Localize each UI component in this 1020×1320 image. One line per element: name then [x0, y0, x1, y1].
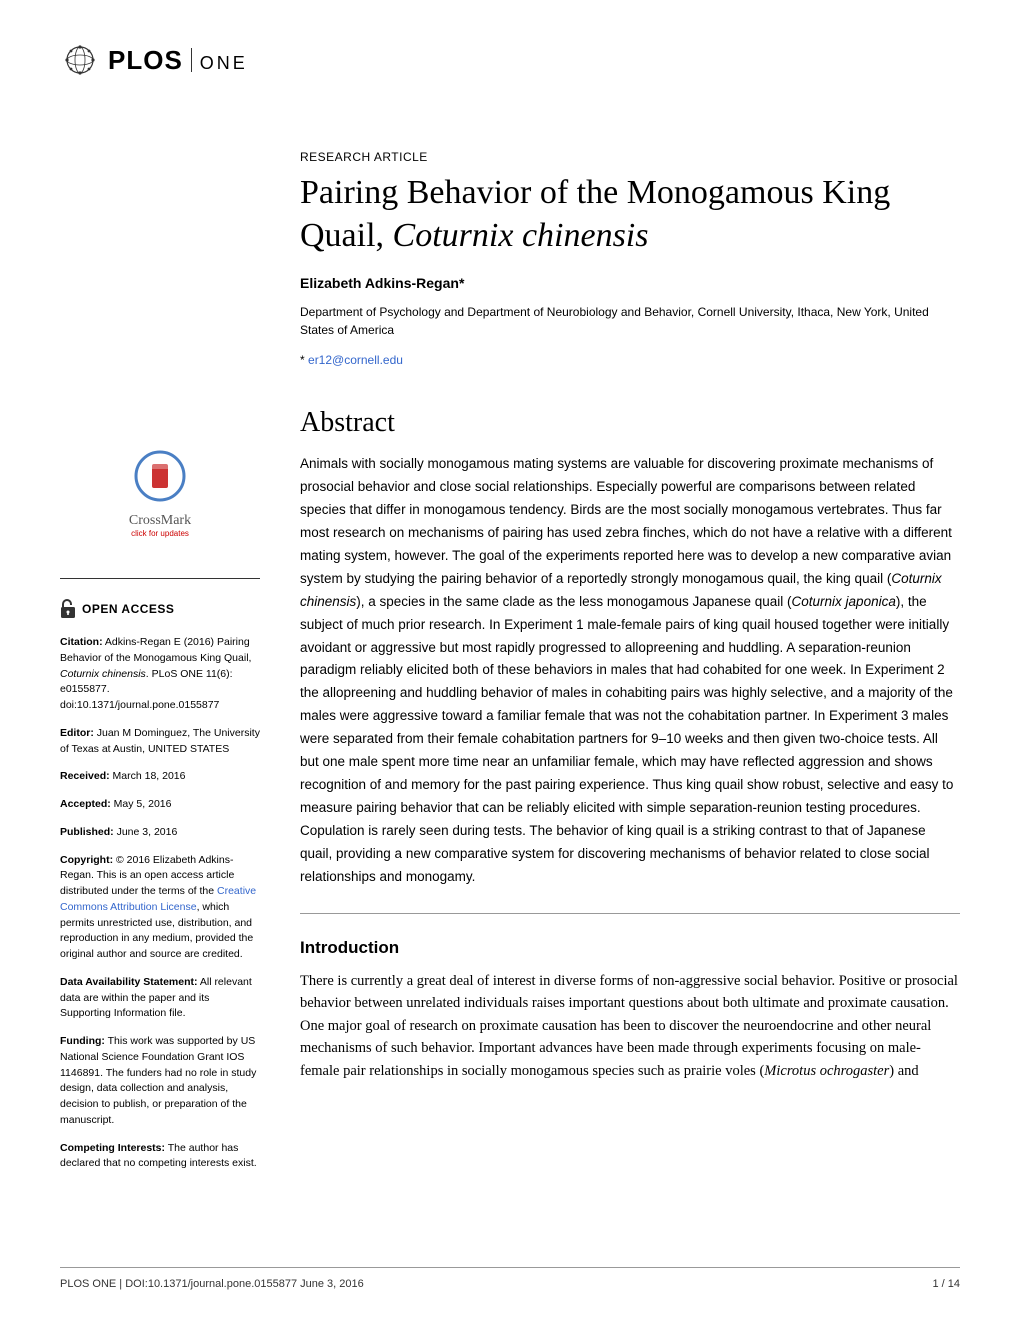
crossmark-sublabel: click for updates	[60, 529, 260, 538]
logo-divider	[191, 48, 192, 72]
editor-block: Editor: Juan M Dominguez, The University…	[60, 726, 260, 758]
received-block: Received: March 18, 2016	[60, 769, 260, 785]
introduction-heading: Introduction	[300, 938, 960, 958]
main-content: RESEARCH ARTICLE Pairing Behavior of the…	[300, 150, 960, 1184]
footer-citation: PLOS ONE | DOI:10.1371/journal.pone.0155…	[60, 1278, 364, 1290]
accepted-block: Accepted: May 5, 2016	[60, 797, 260, 813]
plos-globe-icon	[60, 40, 100, 80]
logo-one-text: ONE	[200, 53, 248, 74]
corresponding-author: * er12@cornell.edu	[300, 353, 960, 367]
competing-interests-block: Competing Interests: The author has decl…	[60, 1141, 260, 1173]
logo-plos-text: PLOS	[108, 45, 183, 76]
citation-block: Citation: Adkins-Regan E (2016) Pairing …	[60, 635, 260, 714]
copyright-block: Copyright: © 2016 Elizabeth Adkins-Regan…	[60, 853, 260, 963]
data-availability-block: Data Availability Statement: All relevan…	[60, 975, 260, 1022]
abstract-divider	[300, 913, 960, 914]
unlock-icon	[60, 599, 76, 619]
crossmark-widget[interactable]: CrossMark click for updates	[60, 450, 260, 538]
abstract-heading: Abstract	[300, 407, 960, 439]
open-access-badge: OPEN ACCESS	[60, 599, 260, 619]
abstract-text: Animals with socially monogamous mating …	[300, 453, 960, 889]
funding-block: Funding: This work was supported by US N…	[60, 1034, 260, 1129]
author-email-link[interactable]: er12@cornell.edu	[308, 353, 403, 367]
affiliation: Department of Psychology and Department …	[300, 303, 960, 339]
funding-label: Funding:	[60, 1035, 105, 1047]
competing-label: Competing Interests:	[60, 1142, 165, 1154]
author-name: Elizabeth Adkins-Regan*	[300, 275, 960, 291]
article-type: RESEARCH ARTICLE	[300, 150, 960, 164]
open-access-label: OPEN ACCESS	[82, 602, 174, 616]
accepted-label: Accepted:	[60, 798, 111, 810]
article-title: Pairing Behavior of the Monogamous King …	[300, 172, 960, 257]
published-block: Published: June 3, 2016	[60, 825, 260, 841]
editor-label: Editor:	[60, 727, 94, 739]
page-number: 1 / 14	[932, 1278, 960, 1290]
received-label: Received:	[60, 770, 110, 782]
data-label: Data Availability Statement:	[60, 976, 198, 988]
crossmark-icon	[134, 450, 186, 502]
sidebar: CrossMark click for updates OPEN ACCESS …	[60, 150, 260, 1184]
citation-label: Citation:	[60, 636, 103, 648]
crossmark-label: CrossMark	[60, 513, 260, 529]
published-label: Published:	[60, 826, 114, 838]
page-footer: PLOS ONE | DOI:10.1371/journal.pone.0155…	[60, 1267, 960, 1290]
copyright-label: Copyright:	[60, 854, 113, 866]
introduction-text: There is currently a great deal of inter…	[300, 970, 960, 1082]
sidebar-divider	[60, 578, 260, 579]
journal-logo: PLOS ONE	[60, 40, 960, 80]
